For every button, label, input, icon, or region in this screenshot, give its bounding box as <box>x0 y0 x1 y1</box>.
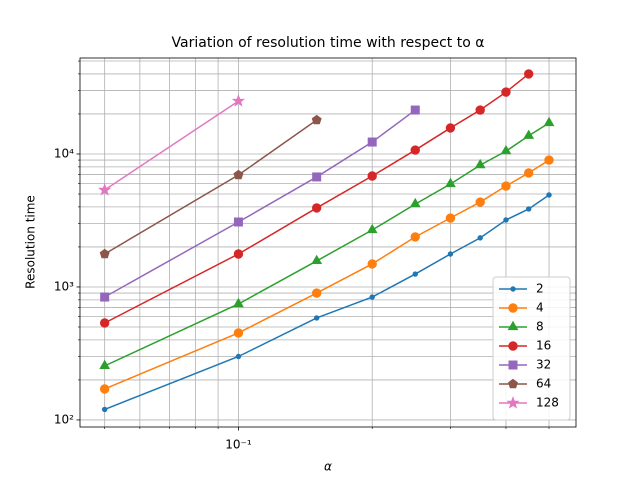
series-line <box>104 194 550 411</box>
marker <box>313 315 320 321</box>
marker <box>233 249 244 259</box>
series-line <box>104 100 239 191</box>
marker <box>311 254 323 265</box>
marker <box>501 87 511 97</box>
marker <box>474 158 486 169</box>
marker <box>311 203 322 213</box>
marker <box>503 217 509 223</box>
y-tick-label: 10⁴ <box>54 146 74 160</box>
legend-label: 128 <box>536 396 559 410</box>
marker <box>445 177 456 188</box>
marker <box>523 129 535 139</box>
marker <box>312 172 322 182</box>
marker <box>507 320 519 331</box>
marker <box>445 123 456 133</box>
marker <box>311 288 322 298</box>
marker <box>367 171 377 181</box>
marker <box>99 384 110 394</box>
legend: 2 4 8 16 32 64 128 <box>492 276 571 421</box>
marker <box>523 69 534 79</box>
marker <box>233 297 244 308</box>
marker <box>99 318 110 328</box>
legend-label: 2 <box>536 282 544 296</box>
marker <box>98 183 112 196</box>
marker <box>99 248 110 259</box>
marker <box>475 197 485 207</box>
marker <box>367 137 377 147</box>
marker <box>369 294 375 300</box>
legend-label: 64 <box>536 377 551 391</box>
series-line <box>104 119 318 255</box>
marker <box>410 145 420 155</box>
y-tick-label: 10² <box>54 412 74 426</box>
chart-title: Variation of resolution time with respec… <box>172 35 485 51</box>
marker <box>546 192 552 198</box>
marker <box>544 155 554 165</box>
x-axis-label: α <box>324 460 332 474</box>
y-axis-label: Resolution time <box>24 195 38 289</box>
marker <box>101 406 108 413</box>
series-line <box>104 122 550 367</box>
marker <box>508 360 518 370</box>
marker <box>508 341 518 351</box>
marker <box>99 359 111 369</box>
marker <box>367 259 377 269</box>
marker <box>409 197 421 208</box>
marker <box>412 271 418 277</box>
marker <box>233 169 244 180</box>
marker <box>445 213 456 223</box>
marker <box>543 116 555 127</box>
marker <box>508 378 518 389</box>
x-tick-label: 10⁻¹ <box>225 438 252 452</box>
marker <box>477 235 483 241</box>
legend-label: 16 <box>536 339 551 353</box>
legend-label: 4 <box>536 301 544 315</box>
marker <box>410 105 420 115</box>
marker <box>311 114 322 125</box>
marker <box>523 168 534 178</box>
marker <box>366 223 378 234</box>
marker <box>233 328 244 338</box>
marker <box>508 303 518 313</box>
marker <box>235 353 242 360</box>
legend-label: 8 <box>536 320 544 334</box>
series-line <box>104 159 550 390</box>
marker <box>501 181 511 191</box>
marker <box>410 232 420 242</box>
marker <box>475 105 485 115</box>
series-line <box>104 73 530 324</box>
marker <box>233 217 243 227</box>
marker <box>447 251 454 257</box>
y-tick-label: 10³ <box>54 279 74 293</box>
plot-frame <box>79 57 577 428</box>
marker <box>100 292 110 302</box>
marker <box>525 206 532 212</box>
marker <box>500 144 512 155</box>
marker <box>231 94 246 107</box>
marker <box>510 286 516 292</box>
marker <box>506 396 520 409</box>
legend-label: 32 <box>536 358 551 372</box>
